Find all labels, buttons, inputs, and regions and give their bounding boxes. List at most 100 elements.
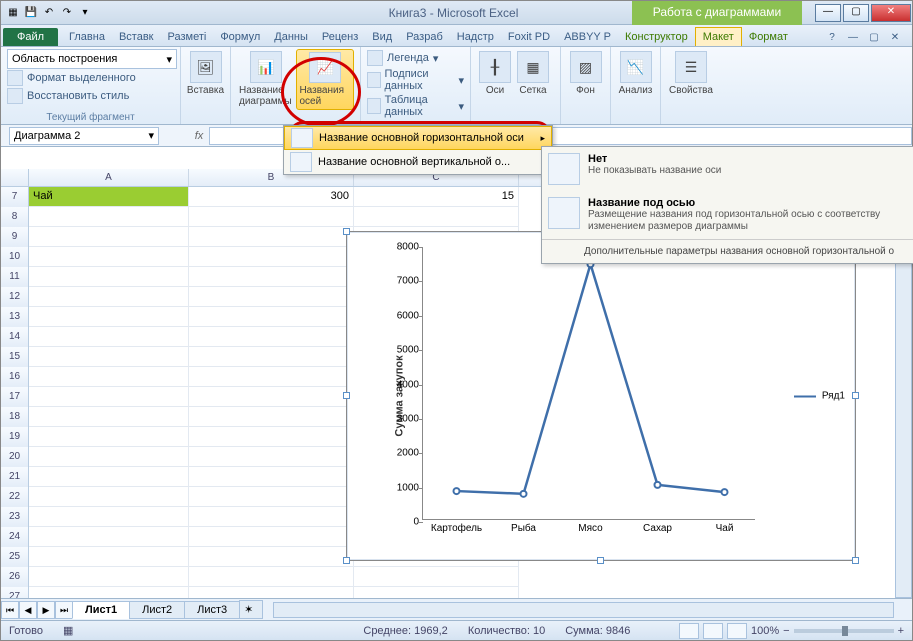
cell[interactable] (189, 467, 354, 487)
sheet-nav-prev[interactable]: ◀ (19, 601, 37, 619)
tab-foxit[interactable]: Foxit PD (501, 28, 557, 46)
submenu-below-axis[interactable]: Название под осьюРазмещение названия под… (542, 191, 913, 239)
cell-c7[interactable]: 15 (354, 187, 519, 207)
cell[interactable] (189, 567, 354, 587)
submenu-none[interactable]: НетНе показывать название оси (542, 147, 913, 191)
cell[interactable] (354, 567, 519, 587)
tab-view[interactable]: Вид (365, 28, 399, 46)
legend-button[interactable]: Легенда ▾ (367, 49, 464, 67)
cell-a7[interactable]: Чай (29, 187, 189, 207)
zoom-slider[interactable] (794, 629, 894, 633)
row-header-20[interactable]: 20 (1, 447, 29, 467)
row-header-23[interactable]: 23 (1, 507, 29, 527)
properties-button[interactable]: ☰Свойства (667, 49, 715, 98)
tab-formulas[interactable]: Формул (213, 28, 267, 46)
row-header-15[interactable]: 15 (1, 347, 29, 367)
menu-horizontal-axis[interactable]: Название основной горизонтальной оси▸ (284, 126, 552, 150)
axes-button[interactable]: ╂Оси (477, 49, 513, 110)
col-header-a[interactable]: A (29, 169, 189, 186)
row-header-12[interactable]: 12 (1, 287, 29, 307)
row-header-17[interactable]: 17 (1, 387, 29, 407)
cell[interactable] (189, 587, 354, 598)
row-header-8[interactable]: 8 (1, 207, 29, 227)
doc-close-icon[interactable]: ✕ (886, 32, 904, 46)
row-header-21[interactable]: 21 (1, 467, 29, 487)
cell[interactable] (29, 447, 189, 467)
row-header-14[interactable]: 14 (1, 327, 29, 347)
cell[interactable] (189, 427, 354, 447)
tab-insert[interactable]: Вставк (112, 28, 161, 46)
chart-title-button[interactable]: 📊 Название диаграммы (237, 49, 294, 110)
select-all-corner[interactable] (1, 169, 29, 186)
cell[interactable] (189, 227, 354, 247)
fx-icon[interactable]: fx (189, 130, 209, 142)
undo-icon[interactable]: ↶ (41, 5, 57, 21)
analysis-button[interactable]: 📉Анализ (617, 49, 655, 98)
cell[interactable] (354, 207, 519, 227)
data-labels-button[interactable]: Подписи данных ▾ (367, 67, 464, 93)
cell[interactable] (29, 387, 189, 407)
cell[interactable] (29, 527, 189, 547)
cell[interactable] (29, 427, 189, 447)
view-pagebreak-icon[interactable] (727, 623, 747, 639)
help-icon[interactable]: ? (823, 32, 841, 46)
cell[interactable] (29, 587, 189, 598)
cell[interactable] (189, 327, 354, 347)
tab-layout-chart[interactable]: Макет (695, 27, 742, 46)
save-icon[interactable]: 💾 (23, 5, 39, 21)
cell[interactable] (189, 287, 354, 307)
cell[interactable] (29, 287, 189, 307)
sheet-tab-3[interactable]: Лист3 (184, 601, 240, 619)
tab-home[interactable]: Главна (62, 28, 112, 46)
cell[interactable] (189, 487, 354, 507)
tab-developer[interactable]: Разраб (399, 28, 450, 46)
cell[interactable] (29, 367, 189, 387)
cell[interactable] (29, 487, 189, 507)
cell[interactable] (189, 367, 354, 387)
cell[interactable] (189, 547, 354, 567)
cell[interactable] (189, 207, 354, 227)
redo-icon[interactable]: ↷ (59, 5, 75, 21)
cell[interactable] (29, 327, 189, 347)
name-box[interactable]: Диаграмма 2▾ (9, 127, 159, 145)
row-header-18[interactable]: 18 (1, 407, 29, 427)
insert-button[interactable]: 🖼 Вставка (176, 49, 236, 98)
tab-addins[interactable]: Надстр (450, 28, 501, 46)
row-header-11[interactable]: 11 (1, 267, 29, 287)
cell[interactable] (189, 267, 354, 287)
cell[interactable] (189, 247, 354, 267)
horizontal-scrollbar[interactable] (273, 602, 894, 618)
new-sheet-button[interactable]: ✶ (239, 600, 263, 619)
tab-abbyy[interactable]: ABBYY P (557, 28, 618, 46)
cell[interactable] (29, 347, 189, 367)
close-button[interactable]: ✕ (871, 4, 911, 22)
row-header-7[interactable]: 7 (1, 187, 29, 207)
tab-file[interactable]: Файл (3, 28, 58, 46)
format-selection-button[interactable]: Формат выделенного (7, 69, 174, 87)
maximize-button[interactable]: ▢ (843, 4, 869, 22)
cell[interactable] (29, 247, 189, 267)
cell[interactable] (189, 527, 354, 547)
sheet-nav-last[interactable]: ⏭ (55, 601, 73, 619)
cell[interactable] (29, 267, 189, 287)
axis-titles-button[interactable]: 📈 Названия осей (296, 49, 354, 110)
gridlines-button[interactable]: ▦Сетка (515, 49, 551, 110)
cell[interactable] (189, 447, 354, 467)
tab-format[interactable]: Формат (742, 28, 795, 46)
data-table-button[interactable]: Таблица данных ▾ (367, 93, 464, 119)
sheet-tab-1[interactable]: Лист1 (72, 601, 130, 619)
tab-review[interactable]: Реценз (315, 28, 365, 46)
chart-legend[interactable]: Ряд1 (794, 391, 845, 402)
zoom-in-button[interactable]: + (898, 625, 904, 637)
excel-icon[interactable]: ▦ (5, 5, 21, 21)
view-pagelayout-icon[interactable] (703, 623, 723, 639)
row-header-24[interactable]: 24 (1, 527, 29, 547)
row-header-13[interactable]: 13 (1, 307, 29, 327)
chart-plot-area[interactable]: 010002000300040005000600070008000 Картоф… (422, 247, 755, 520)
doc-restore-icon[interactable]: ▢ (865, 32, 883, 46)
row-header-10[interactable]: 10 (1, 247, 29, 267)
cell[interactable] (354, 587, 519, 598)
cell[interactable] (29, 407, 189, 427)
zoom-out-button[interactable]: − (783, 625, 789, 637)
cell[interactable] (189, 407, 354, 427)
